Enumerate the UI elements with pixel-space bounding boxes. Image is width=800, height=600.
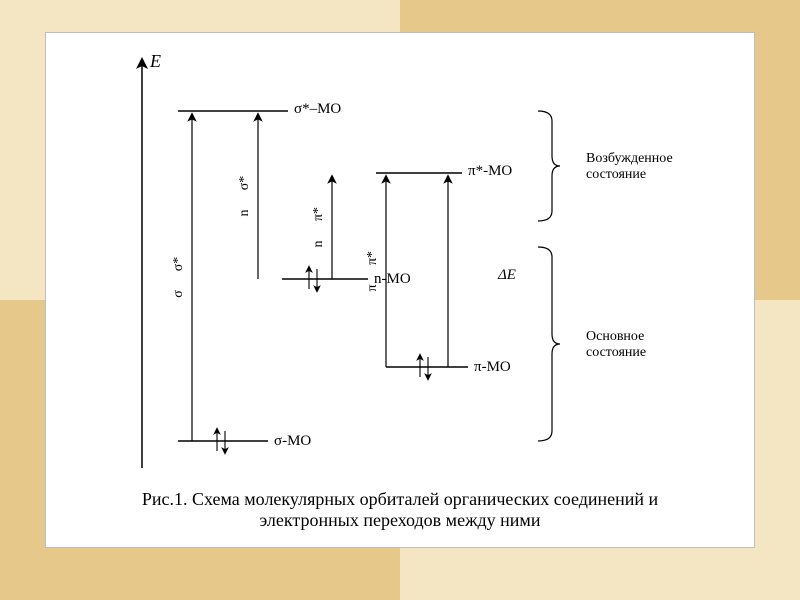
brace-ground-l1: Основное bbox=[586, 329, 646, 345]
svg-text:σ*: σ* bbox=[171, 257, 186, 272]
figure-frame: σ*σσ*nπ*nπ*π E σ*–МО π*-МО n-МО π-МО σ-М… bbox=[45, 32, 755, 548]
diagram-svg: σ*σσ*nπ*nπ*π bbox=[46, 33, 756, 549]
axis-label: E bbox=[150, 51, 161, 72]
figure-caption: Рис.1. Схема молекулярных орбиталей орга… bbox=[46, 489, 754, 531]
svg-text:σ*: σ* bbox=[237, 176, 252, 191]
level-sigma-star-label: σ*–МО bbox=[294, 101, 341, 118]
brace-excited-l1: Возбужденное bbox=[586, 151, 673, 167]
caption-line2: электронных переходов между ними bbox=[46, 510, 754, 531]
brace-excited-label: Возбужденное состояние bbox=[586, 151, 673, 183]
brace-ground-label: Основное состояние bbox=[586, 329, 646, 361]
level-pi-star-label: π*-МО bbox=[468, 163, 512, 180]
brace-excited-l2: состояние bbox=[586, 167, 673, 183]
level-pi-label: π-МО bbox=[474, 359, 511, 376]
svg-text:π*: π* bbox=[365, 251, 380, 265]
svg-text:n: n bbox=[237, 210, 252, 217]
caption-line1: Рис.1. Схема молекулярных орбиталей орга… bbox=[46, 489, 754, 510]
delta-e-label: ΔE bbox=[498, 267, 516, 284]
brace-ground-l2: состояние bbox=[586, 345, 646, 361]
svg-text:π*: π* bbox=[311, 207, 326, 221]
level-sigma-label: σ-МО bbox=[274, 433, 311, 450]
svg-text:n: n bbox=[311, 241, 326, 248]
level-n-label: n-МО bbox=[374, 271, 411, 288]
mo-diagram: σ*σσ*nπ*nπ*π E σ*–МО π*-МО n-МО π-МО σ-М… bbox=[46, 33, 754, 547]
svg-text:σ: σ bbox=[171, 290, 186, 298]
